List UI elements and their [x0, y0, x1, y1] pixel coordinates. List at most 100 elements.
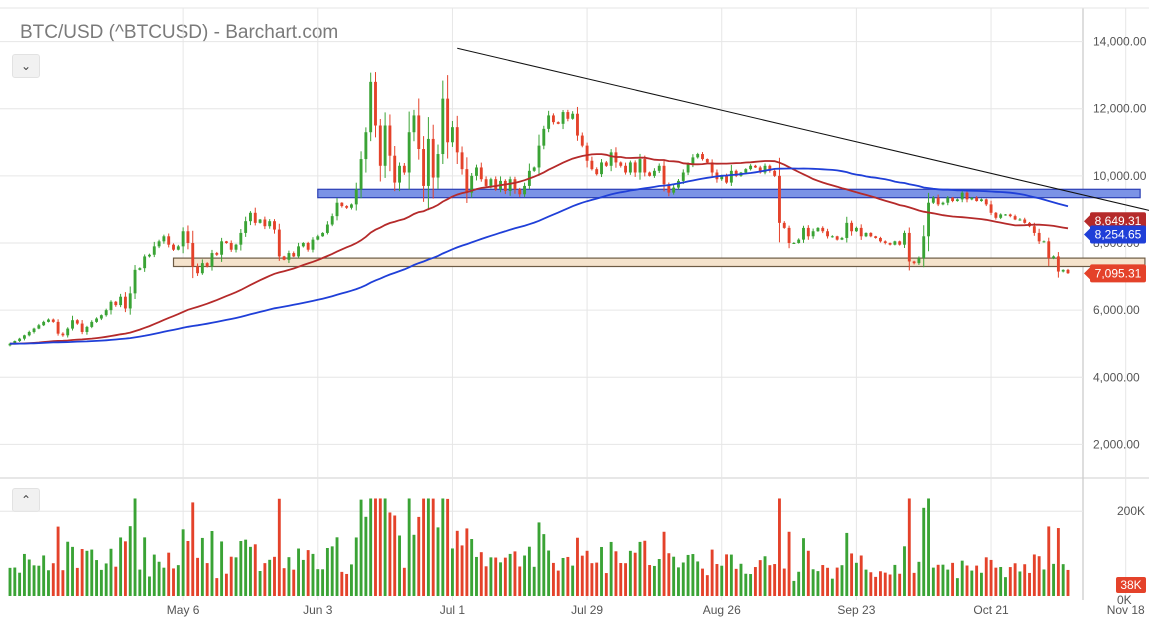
volume-bar	[931, 567, 935, 596]
candle-body	[114, 301, 118, 306]
volume-bar	[85, 550, 89, 596]
volume-bar	[936, 564, 940, 596]
volume-bar	[907, 498, 911, 596]
candle-body	[1018, 219, 1022, 221]
candle-body	[643, 159, 647, 173]
volume-bar	[917, 561, 921, 596]
volume-bar	[138, 569, 142, 596]
candle-body	[585, 145, 589, 161]
volume-bar	[354, 537, 358, 596]
volume-bar	[426, 498, 430, 596]
candle-body	[811, 231, 815, 237]
candle-body	[446, 98, 450, 143]
volume-bar	[239, 541, 243, 596]
volume-bar	[1066, 569, 1070, 596]
candle-body	[821, 227, 825, 232]
candle-body	[691, 157, 695, 165]
candle-body	[325, 224, 329, 233]
candle-body	[494, 179, 498, 190]
candle-body	[239, 232, 243, 245]
volume-bar	[850, 553, 854, 596]
volume-bar	[18, 572, 22, 596]
candle-body	[879, 237, 882, 242]
volume-bar	[893, 564, 897, 596]
candle-body	[648, 172, 652, 176]
volume-bar	[739, 563, 743, 596]
last-volume-badge-background	[1116, 577, 1146, 593]
candle-body	[566, 112, 570, 119]
candle-body	[80, 323, 84, 332]
volume-bar	[152, 554, 156, 596]
volume-bar	[830, 578, 834, 596]
volume-tick-label: 0K	[1117, 593, 1132, 607]
volume-bar	[624, 563, 628, 596]
candle-body	[186, 231, 190, 243]
volume-bar	[720, 565, 724, 596]
candle-body	[696, 154, 700, 158]
volume-bar	[628, 550, 632, 596]
volume-bar	[874, 576, 878, 596]
volume-bar	[306, 550, 310, 596]
candle-body	[162, 236, 166, 242]
candle-body	[763, 165, 767, 173]
volume-bar	[970, 570, 974, 596]
candle-body	[359, 159, 363, 190]
volume-bar	[691, 554, 695, 596]
red-ma-badge-pointer	[1084, 215, 1090, 228]
moving-average-layer	[10, 153, 1069, 345]
collapse-price-button[interactable]: ⌄	[12, 54, 40, 78]
candle-body	[1042, 241, 1046, 243]
candle-body	[854, 227, 858, 232]
candle-body	[792, 243, 796, 244]
volume-bar	[383, 498, 387, 596]
red-moving-average	[10, 153, 1069, 345]
candle-body	[32, 328, 36, 332]
blue-ma-badge-background	[1090, 225, 1146, 244]
zone-layer	[172, 188, 1146, 268]
candle-body	[277, 229, 281, 257]
candle-body	[210, 253, 214, 267]
trendline-layer	[457, 47, 1149, 211]
candle-body	[61, 333, 65, 336]
volume-bar	[61, 570, 65, 596]
volume-bar	[532, 566, 536, 596]
volume-bar	[826, 567, 829, 596]
volume-bar	[205, 563, 209, 596]
candle-body	[51, 319, 55, 322]
candle-body	[75, 320, 79, 324]
volume-bar	[648, 565, 652, 596]
volume-bar	[768, 565, 772, 596]
volume-bar	[359, 499, 363, 596]
volume-bar	[374, 498, 377, 596]
volume-bar	[802, 538, 805, 596]
candle-body	[345, 206, 349, 208]
volume-layer	[8, 498, 1070, 596]
candle-body	[590, 160, 594, 170]
candle-body	[172, 244, 175, 250]
candle-body	[90, 321, 94, 327]
candle-body	[152, 246, 156, 255]
volume-bar	[489, 557, 493, 596]
candle-body	[826, 231, 829, 237]
candle-body	[931, 197, 935, 203]
candle-body	[196, 266, 199, 274]
candle-body	[537, 145, 541, 168]
candle-body	[273, 221, 276, 230]
volume-bar	[402, 567, 406, 596]
candle-body	[258, 219, 262, 223]
candle-body	[955, 199, 959, 202]
chevron-down-icon: ⌄	[20, 59, 32, 73]
volume-bar	[431, 498, 435, 596]
volume-bar	[191, 502, 195, 596]
candle-body	[287, 253, 291, 260]
volume-bar	[417, 516, 421, 596]
volume-bar	[710, 549, 714, 596]
candle-body	[1032, 226, 1036, 233]
volume-bar	[662, 531, 666, 596]
volume-bar	[542, 534, 546, 596]
candle-body	[946, 197, 950, 203]
candle-body	[888, 243, 892, 245]
volume-bar	[475, 556, 478, 596]
candle-body	[518, 189, 522, 195]
